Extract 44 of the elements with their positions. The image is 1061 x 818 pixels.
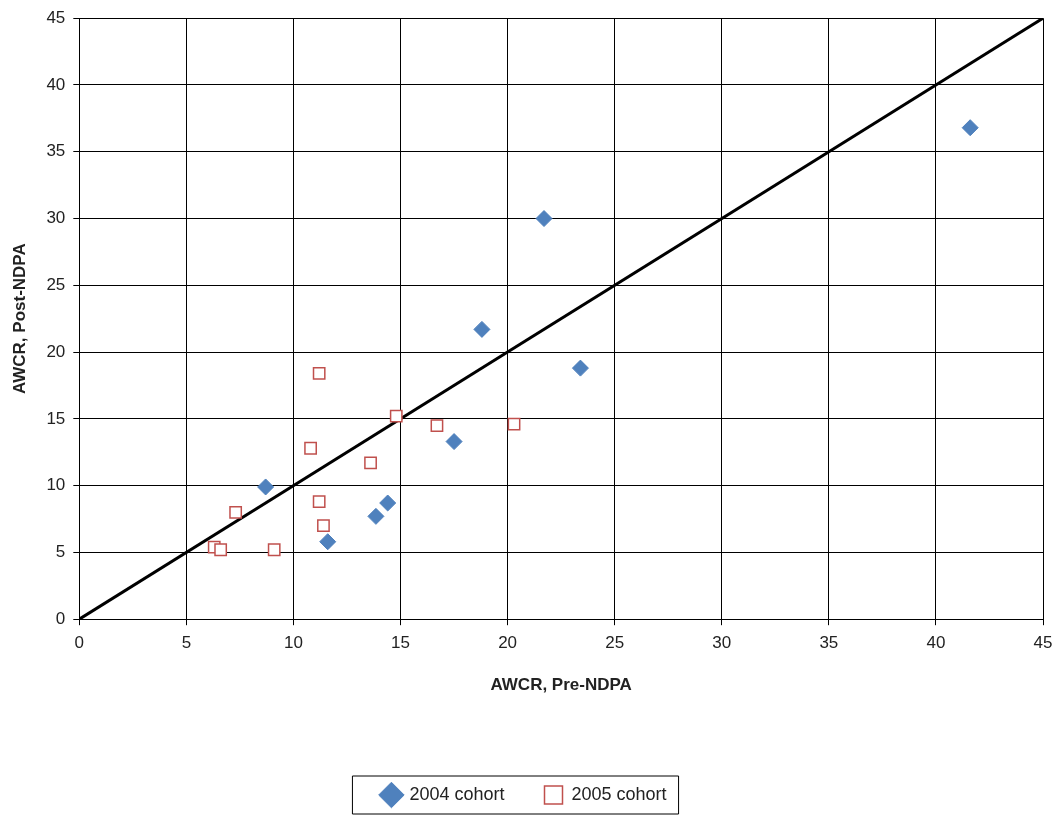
x-tick-label: 35	[819, 633, 839, 653]
point	[445, 433, 463, 451]
point	[312, 367, 326, 380]
x-tick-label: 45	[1033, 633, 1053, 653]
y-tick-label: 35	[46, 141, 66, 161]
legend-label: 2004 cohort	[409, 783, 505, 804]
x-tick-label: 0	[74, 633, 85, 653]
point	[317, 519, 330, 533]
point	[214, 543, 228, 557]
point	[367, 507, 385, 525]
point	[379, 494, 397, 512]
legend-label: 2005 cohort	[571, 783, 667, 804]
y-tick-label: 45	[46, 7, 66, 27]
point	[507, 417, 521, 431]
x-tick-label: 25	[605, 633, 625, 653]
x-tick-label: 40	[926, 633, 946, 653]
point	[571, 359, 589, 377]
point	[312, 495, 326, 509]
y-tick-label: 5	[55, 542, 66, 562]
point	[535, 210, 553, 228]
point	[257, 478, 275, 496]
y-tick-label: 20	[46, 341, 66, 361]
y-tick-label: 40	[46, 74, 66, 94]
point	[267, 543, 281, 557]
point	[473, 320, 491, 338]
y-tick-label: 25	[46, 275, 66, 294]
x-tick-label: 30	[712, 633, 732, 653]
point	[389, 409, 403, 423]
x-tick-label: 10	[284, 633, 303, 653]
y-tick-label: 10	[46, 475, 66, 495]
x-tick-label: 5	[181, 633, 192, 653]
y-axis-title: AWCR, Post-NDPA	[9, 243, 29, 395]
point	[961, 119, 979, 137]
x-axis-title: AWCR, Pre-NDPA	[490, 675, 632, 695]
point	[430, 419, 444, 432]
point	[364, 456, 377, 470]
y-tick-label: 30	[46, 208, 66, 228]
point	[304, 441, 317, 455]
point	[229, 505, 243, 519]
y-tick-label: 0	[55, 608, 66, 628]
x-tick-label: 20	[498, 633, 518, 653]
point	[319, 533, 337, 551]
x-tick-label: 15	[391, 633, 410, 653]
y-tick-label: 15	[46, 408, 66, 428]
